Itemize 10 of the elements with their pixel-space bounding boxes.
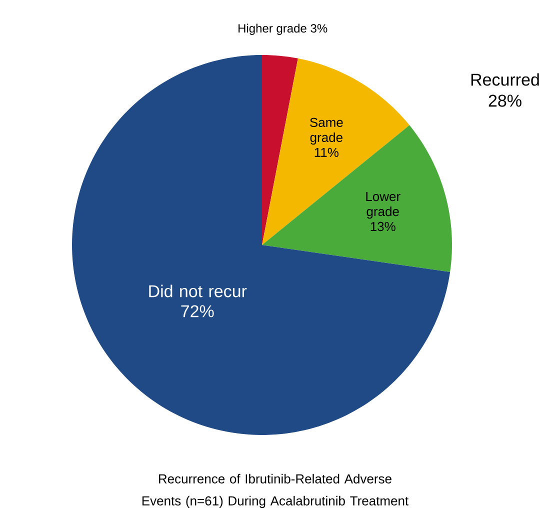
slice-label: Higher grade xyxy=(238,24,306,35)
text: Recurrence of Ibrutinib-Related Adverse Events (n=61) During Acalabrutinib Treatment xyxy=(142,474,408,508)
data-label: 3% xyxy=(310,24,328,33)
slice-label: Same grade xyxy=(310,118,343,145)
text: Recurred 28% xyxy=(471,73,539,107)
data-label: 13% xyxy=(370,222,396,232)
slice-label: Lower grade xyxy=(366,192,400,219)
data-label: 72% xyxy=(181,305,214,318)
slice-label: Did not recur xyxy=(149,284,247,298)
data-label: 11% xyxy=(314,148,338,157)
